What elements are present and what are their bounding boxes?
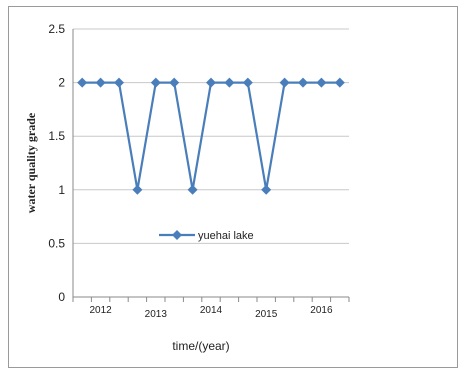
axes — [72, 29, 350, 302]
data-point — [150, 77, 161, 88]
x-tick-label: 2014 — [200, 305, 223, 316]
y-tick-label: 2.5 — [48, 22, 65, 36]
data-point — [187, 184, 198, 195]
line-chart: 0 0.5 1 1.5 2 2.5 2012 2013 2014 2015 2016 yuehai… — [24, 22, 350, 353]
x-tick-labels: 2012 2013 2014 2015 2016 — [89, 305, 332, 320]
x-tick-label: 2013 — [145, 309, 168, 320]
y-tick-label: 0.5 — [48, 236, 65, 250]
data-point — [77, 77, 88, 88]
y-axis-title: water quality grade — [24, 112, 38, 213]
legend-marker — [172, 230, 182, 240]
data-point — [114, 77, 124, 88]
y-tick-label: 0 — [58, 290, 65, 304]
data-point — [95, 77, 106, 88]
y-tick-label: 1.5 — [48, 129, 65, 143]
gridlines — [73, 28, 349, 244]
x-tick-label: 2015 — [255, 309, 278, 320]
series-group — [77, 77, 345, 195]
legend-label: yuehai lake — [198, 230, 254, 242]
x-tick-label: 2012 — [89, 305, 112, 316]
data-point — [132, 184, 143, 195]
y-tick-label: 2 — [58, 76, 65, 90]
legend: yuehai lake — [159, 230, 254, 242]
data-point — [334, 77, 345, 88]
data-point — [224, 77, 235, 88]
data-point — [206, 77, 216, 88]
data-point — [316, 77, 327, 88]
data-point — [298, 77, 308, 88]
y-tick-label: 1 — [58, 183, 65, 197]
data-point — [169, 77, 180, 88]
data-point — [261, 184, 272, 195]
x-axis-title: time/(year) — [172, 339, 229, 353]
chart-frame: 0 0.5 1 1.5 2 2.5 2012 2013 2014 2015 2016 yuehai… — [8, 6, 458, 368]
data-point — [279, 77, 290, 88]
data-point — [242, 77, 253, 88]
x-tick-label: 2016 — [310, 305, 333, 316]
y-tick-labels: 0 0.5 1 1.5 2 2.5 — [48, 22, 65, 304]
